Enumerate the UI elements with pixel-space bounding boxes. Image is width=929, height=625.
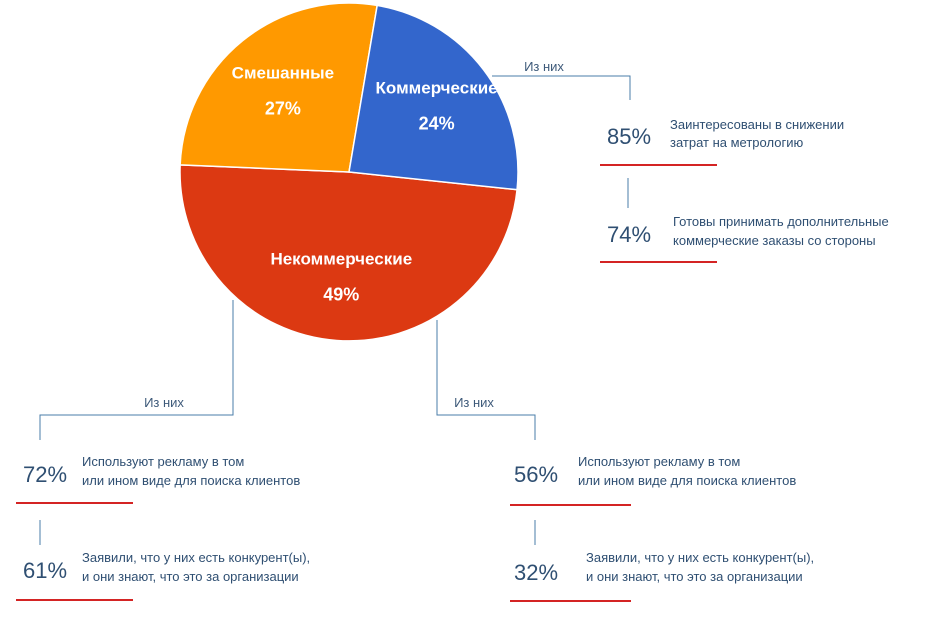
slice-value-label: 24% [419,114,455,134]
connector-noncommercial [492,75,631,100]
stat-description-line: и они знают, что это за организации [586,569,803,584]
breakdown-mixed: 56% Используют рекламу в том или ином ви… [510,454,814,602]
stat-description-line: коммерческие заказы со стороны [673,233,876,248]
pie-slice-mixed [179,2,379,173]
stat-percent: 56% [514,462,558,487]
slice-value-label: 49% [323,285,359,305]
stat-percent: 85% [607,124,651,149]
stat-description-line: Заявили, что у них есть конкурент(ы), [586,550,814,565]
slice-name-label: Смешанные [232,63,334,82]
stat-percent: 32% [514,560,558,585]
pie-slice-commercial [348,4,519,191]
breakdown-noncommercial: 85% Заинтересованы в снижении затрат на … [600,117,889,263]
slice-name-label: Коммерческие [376,79,498,98]
stat-percent: 72% [23,462,67,487]
connector-commercial [39,300,234,440]
stat-description-line: Используют рекламу в том [578,454,740,469]
stat-description-line: Заявили, что у них есть конкурент(ы), [82,550,310,565]
stat-description-line: Заинтересованы в снижении [670,117,844,132]
of-label-commercial: Из них [144,395,184,410]
connector-mixed [436,320,536,440]
stat-description-line: Готовы принимать дополнительные [673,214,889,229]
pie-slice-noncommercial [179,164,518,342]
stat-description-line: или ином виде для поиска клиентов [578,473,796,488]
breakdown-commercial: 72% Используют рекламу в том или ином ви… [16,454,310,601]
stat-description-line: Используют рекламу в том [82,454,244,469]
slice-name-label: Некоммерческие [270,250,412,269]
stat-percent: 74% [607,222,651,247]
stat-percent: 61% [23,558,67,583]
slice-value-label: 27% [265,98,301,118]
of-label-mixed: Из них [454,395,494,410]
stat-description-line: затрат на метрологию [670,135,803,150]
stat-description-line: или ином виде для поиска клиентов [82,473,300,488]
pie-chart: Некоммерческие 49% Смешанные 27% Коммерчески… [179,2,519,342]
stat-description-line: и они знают, что это за организации [82,569,299,584]
of-label-noncommercial: Из них [524,59,564,74]
